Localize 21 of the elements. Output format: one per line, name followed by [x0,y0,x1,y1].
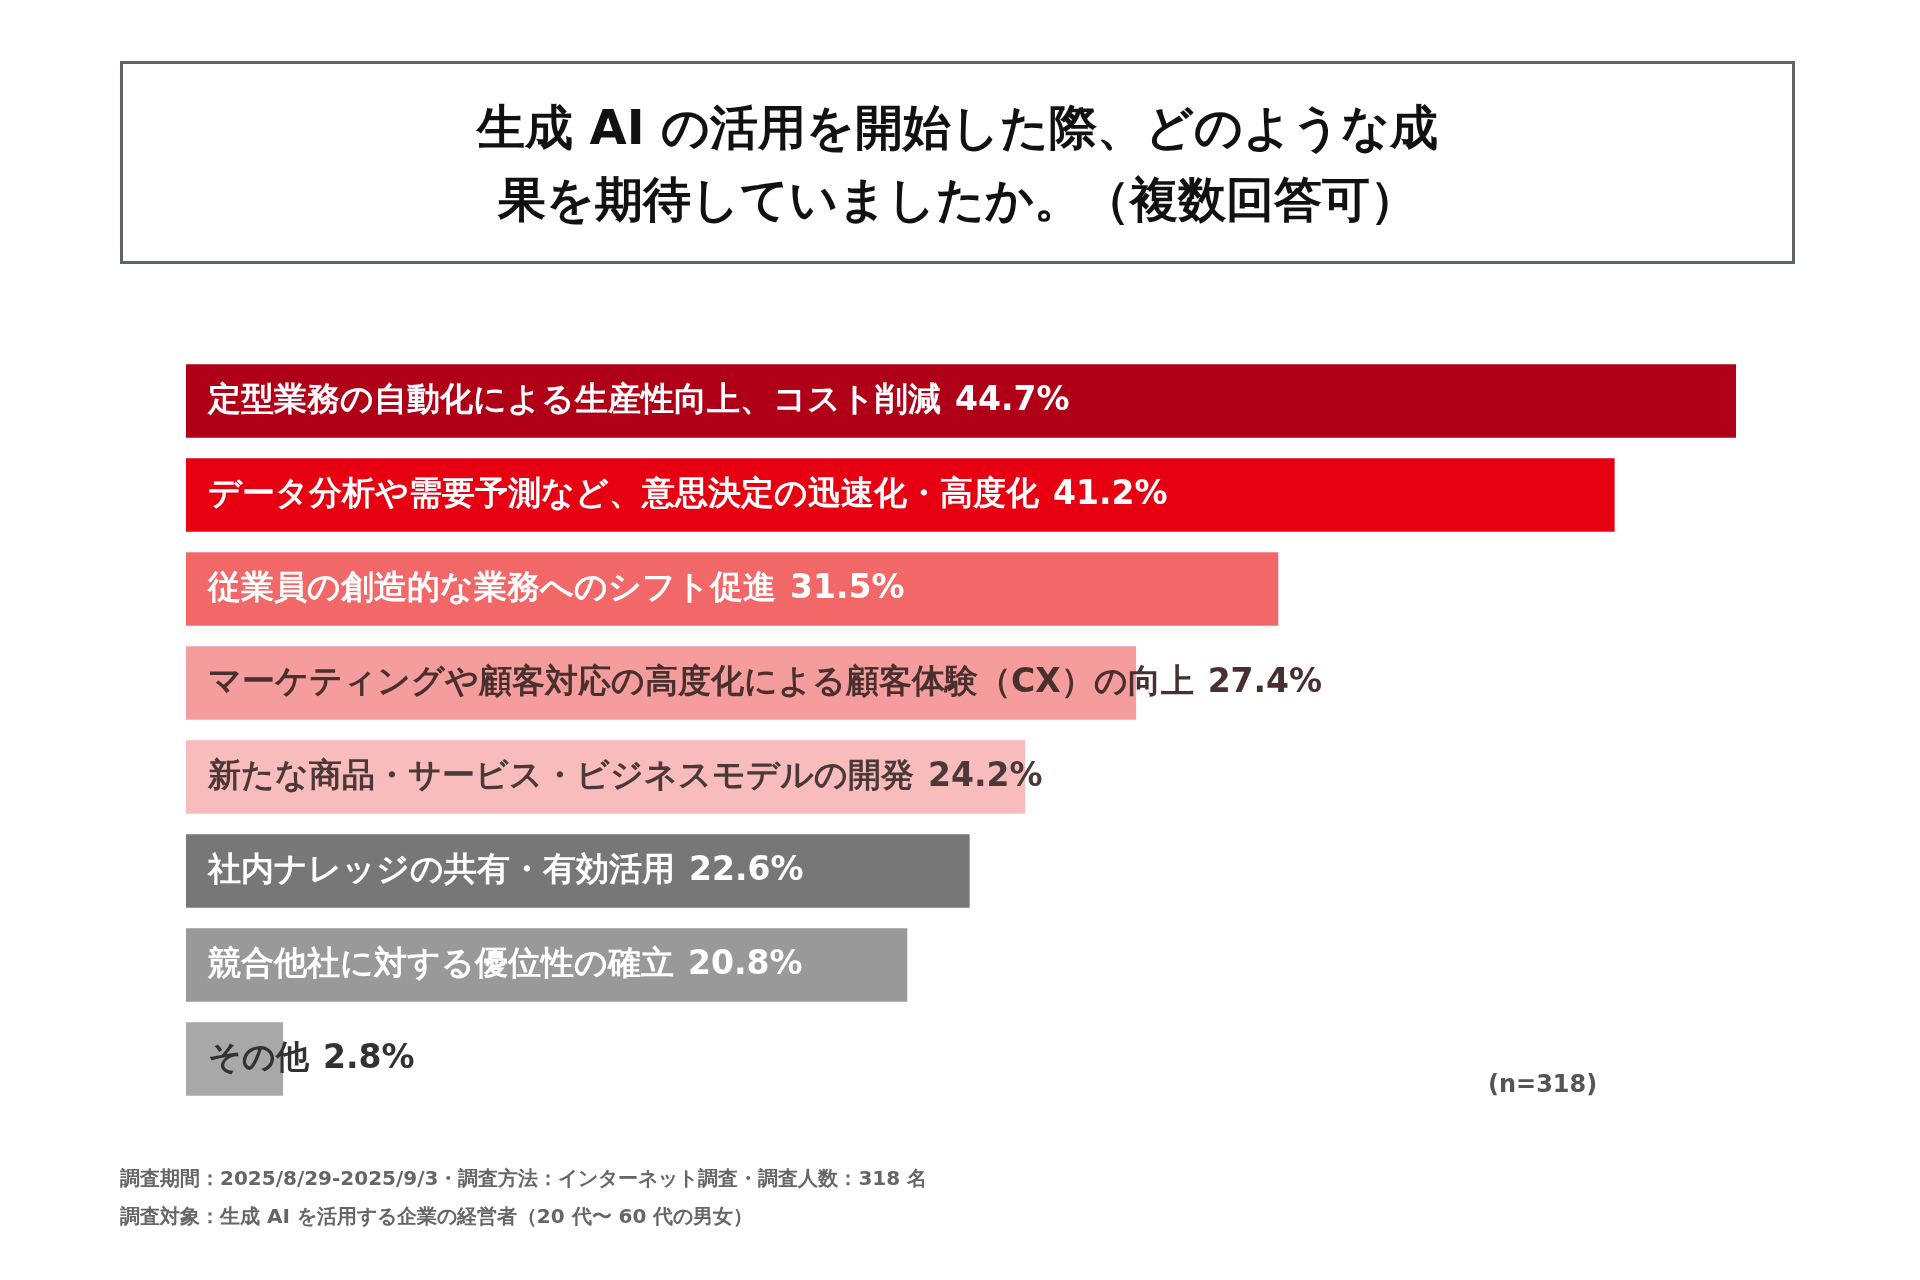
y-tick-label: マーケティングや顧客対応の高度化による顧客体験（CX）の向上 [208,660,1194,700]
y-tick-label: 新たな商品・サービス・ビジネスモデルの開発 [207,754,914,794]
y-tick-label: 定型業務の自動化による生産性向上、コスト削減 [207,378,941,418]
data-label: 41.2% [1053,472,1168,512]
text: 調査対象：生成 AI を活用する企業の経営者（20 代〜 60 代の男女） [120,1203,754,1230]
text: 調査期間：2025/8/29-2025/9/3・調査方法：インターネット調査・調査人数：318 名 [120,1165,928,1192]
data-label: 22.6% [689,848,804,888]
annotation: (n=318) [1488,1070,1598,1098]
data-label: 31.5% [790,566,905,606]
y-tick-label: 社内ナレッジの共有・有効活用 [207,848,675,888]
y-tick-label: その他 [208,1036,310,1076]
y-tick-label: 競合他社に対する優位性の確立 [207,942,674,982]
data-label: 2.8% [323,1036,415,1076]
y-tick-label: データ分析や需要予測など、意思決定の迅速化・高度化 [208,472,1040,512]
data-label: 44.7% [955,378,1070,418]
data-label: 27.4% [1207,660,1323,700]
bar [186,364,1736,438]
data-label: 20.8% [688,942,803,982]
data-label: 24.2% [928,754,1043,794]
chart-title: 生成 AI の活用を開始した際、どのような成果を期待していましたか。（複数回答可） [120,61,1795,264]
y-tick-label: 従業員の創造的な業務へのシフト促進 [207,566,776,606]
